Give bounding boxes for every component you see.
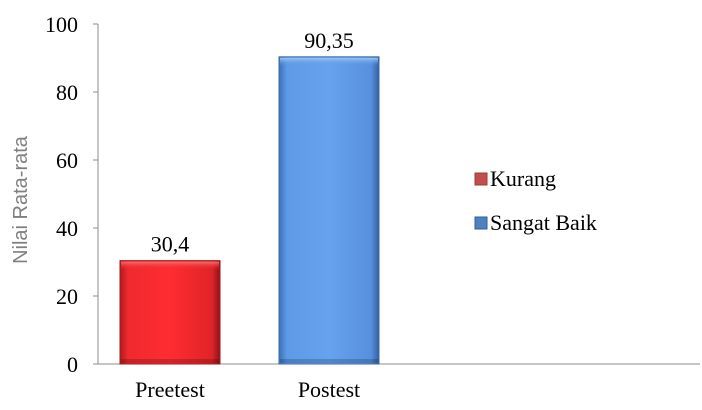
bar-bevel-top bbox=[121, 261, 219, 270]
y-tick-label: 100 bbox=[45, 12, 78, 37]
y-tick-label: 60 bbox=[56, 148, 78, 173]
x-tick-label-postest: Postest bbox=[298, 377, 360, 402]
bar-bevel-bottom bbox=[121, 359, 219, 363]
y-axis-ticks: 0 20 40 60 80 100 bbox=[45, 12, 98, 377]
y-tick-label: 80 bbox=[56, 80, 78, 105]
y-tick-label: 40 bbox=[56, 216, 78, 241]
legend-item-sangat-baik: Sangat Baik bbox=[474, 210, 597, 235]
bar-preetest bbox=[119, 260, 221, 365]
data-label-preetest: 30,4 bbox=[151, 232, 190, 257]
legend-swatch bbox=[474, 216, 488, 230]
data-labels: 30,4 90,35 bbox=[151, 28, 354, 257]
bar-series bbox=[119, 56, 380, 365]
legend-label: Kurang bbox=[490, 166, 556, 191]
bar-body bbox=[278, 56, 380, 365]
y-axis-title: Nilai Rata-rata bbox=[10, 135, 32, 264]
x-axis-ticks: Preetest Postest bbox=[135, 377, 360, 402]
legend-swatch bbox=[474, 172, 488, 186]
bar-bevel-top bbox=[280, 57, 378, 66]
data-label-postest: 90,35 bbox=[304, 28, 354, 53]
bar-body bbox=[119, 260, 221, 365]
x-tick-label-preetest: Preetest bbox=[135, 377, 205, 402]
bar-postest bbox=[278, 56, 380, 365]
y-tick-label: 20 bbox=[56, 284, 78, 309]
legend-item-kurang: Kurang bbox=[474, 166, 556, 191]
y-tick-label: 0 bbox=[67, 352, 78, 377]
bar-bevel-bottom bbox=[280, 359, 378, 363]
chart-legend: Kurang Sangat Baik bbox=[474, 166, 597, 235]
legend-label: Sangat Baik bbox=[490, 210, 597, 235]
